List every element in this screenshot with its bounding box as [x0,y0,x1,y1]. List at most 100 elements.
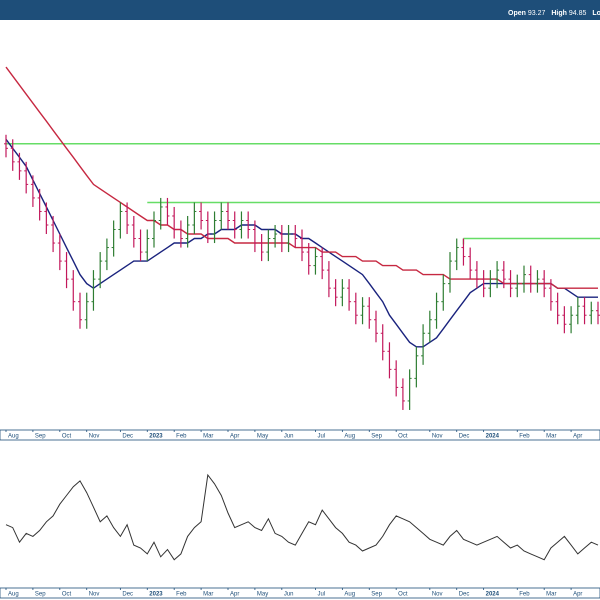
oscillator-panel [5,473,599,561]
price-bar [232,211,237,239]
price-bar [380,324,385,361]
price-bar [582,297,587,325]
price-bar [508,270,513,298]
price-bar [515,274,520,298]
axis-tick-label: Aug [8,434,19,440]
price-bar [84,292,89,329]
price-bar [387,342,392,379]
axis-tick-label: Apr [230,434,239,440]
price-bar [407,369,412,410]
price-bar [353,292,358,325]
price-bar [226,202,230,230]
price-bar [400,378,405,410]
open-label: Open [508,10,526,17]
price-bar [461,238,466,266]
price-bar [326,261,331,298]
low-label: Lo [592,10,600,17]
oscillator-date-axis: Aug Sep Oct Nov Dec 2023 Feb Mar Apr May Jun Jul Aug… [0,587,600,599]
price-bar [528,265,533,293]
price-bar [347,279,352,311]
price-bar [17,152,22,180]
price-bar [131,215,136,248]
price-bar [98,252,103,289]
axis-tick-label: Jun [284,434,294,440]
price-bar [266,229,271,262]
price-bar [91,270,96,311]
high-label: High [551,10,567,17]
axis-tick-label: Feb [176,592,187,598]
price-bar [273,225,278,248]
price-bar [474,261,479,289]
axis-tick-label: Aug [8,592,19,598]
price-bar [427,310,432,343]
price-bar [367,297,372,329]
price-bar [71,270,76,311]
axis-tick-label: Sep [35,592,46,598]
price-bar [548,279,553,311]
price-bar [37,188,42,221]
price-bar [178,220,183,248]
price-bar [441,274,446,311]
price-bar [569,306,574,334]
price-bar [219,202,224,230]
price-bar [64,252,69,289]
price-bar [44,202,49,235]
axis-tick-label: Apr [230,592,239,598]
price-bar [185,215,190,248]
price-bar [562,306,567,334]
axis-tick-label: Jul [317,434,325,440]
axis-tick-label: Dec [122,592,133,598]
axis-tick-label: Dec [459,434,470,440]
axis-tick-label: Mar [203,434,213,440]
axis-tick-label: Jun [284,592,294,598]
axis-tick-label: Nov [89,434,100,440]
price-bar [192,202,197,235]
price-bar [111,220,116,257]
axis-tick-label: Nov [432,434,443,440]
price-bar [340,279,345,307]
price-bar [434,292,439,329]
axis-tick-label: Nov [432,592,443,598]
axis-tick-label: Feb [519,592,530,598]
price-bar [125,202,130,235]
axis-tick-label: Oct [398,434,408,440]
price-bar [448,252,452,293]
axis-tick-label: May [257,592,268,598]
axis-tick-label: Oct [62,592,72,598]
axis-tick-label: Dec [122,434,133,440]
price-bar [589,301,594,325]
axis-tick-label: Aug [344,592,355,598]
price-bar [10,139,15,171]
price-bar [138,229,143,262]
price-bar [596,301,600,325]
price-bar [360,297,365,325]
price-bar [468,247,473,280]
axis-tick-label: 2023 [149,592,163,598]
price-bar [30,175,35,207]
price-bar [394,360,399,397]
price-bar [333,279,338,307]
price-bar [522,265,526,293]
ohlc-readout: Open 93.27 High 94.85 Lo [508,10,600,17]
axis-band-bg [0,587,600,599]
price-bar [495,261,500,289]
axis-tick-label: Aug [344,434,355,440]
price-bar [199,202,204,230]
price-bar [78,292,82,329]
axis-tick-label: Jul [317,592,325,598]
axis-tick-label: Mar [546,434,556,440]
price-panel [4,66,600,410]
axis-band-bg [0,429,600,441]
price-bar [286,225,291,253]
price-bar [57,234,62,271]
axis-tick-label: Dec [459,592,470,598]
price-bar [501,261,506,289]
price-bar [454,238,459,271]
price-bar [555,292,560,325]
price-bar [205,211,210,244]
axis-tick-label: Feb [519,434,530,440]
price-bar [51,215,56,253]
price-bar [104,238,109,271]
axis-tick-label: Mar [546,592,556,598]
axis-tick-label: 2023 [149,434,163,440]
